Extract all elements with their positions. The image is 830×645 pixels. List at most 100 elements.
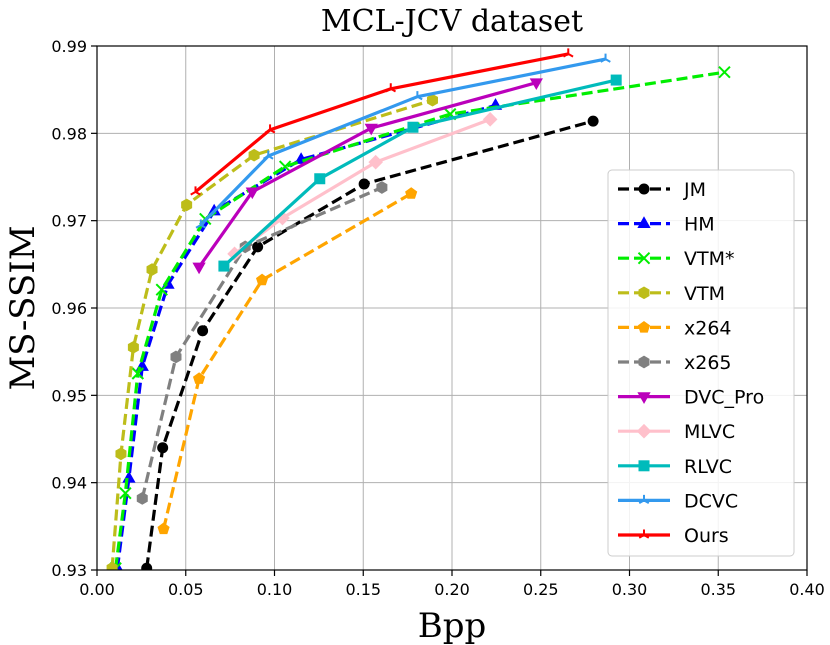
data-point-ours [562,48,574,58]
legend-swatch-marker [637,216,651,228]
legend-item-hm: HM [618,214,715,236]
legend-label: RLVC [684,456,732,478]
legend-label: DVC_Pro [684,387,764,409]
x-tick-label: 0.20 [434,580,470,599]
y-tick-label: 0.99 [51,37,87,56]
data-point-jm [197,325,209,337]
axis-ticks: 0.00 0.05 0.10 0.15 0.20 0.25 0.30 0.35 0.40 0.93… [51,37,824,599]
legend-item-ours: Ours [618,525,729,547]
data-point-dcvc [412,91,423,101]
y-tick-label: 0.97 [51,212,87,231]
series-ours [190,48,574,196]
legend-swatch-marker [638,183,650,195]
legend-label: DCVC [684,490,738,512]
legend-swatch-marker [638,286,650,300]
legend-swatch-marker [637,251,651,265]
legend-item-vtm: VTM [618,283,725,305]
x-tick-label: 0.30 [612,580,648,599]
y-tick-label: 0.98 [51,124,87,143]
data-point-dcvc [600,53,611,63]
series-line-x264 [162,192,413,530]
data-point-vtm [181,198,193,212]
legend-item-x265: x265 [618,352,732,374]
legend-label: VTM* [684,248,735,270]
x-tick-label: 0.25 [523,580,559,599]
series-dvc-pro [192,78,543,275]
data-point-vtm [127,340,139,354]
data-point-rlvc [610,74,622,86]
data-point-jm [587,115,599,127]
legend-swatch-marker [637,392,651,404]
legend-box [607,169,795,557]
legend-label: JM [683,179,706,201]
data-point-x265 [376,181,388,194]
legend-item-dvc-pro: DVC_Pro [618,387,764,409]
x-tick-label: 0.15 [345,580,381,599]
data-point-dvc-pro [529,78,543,91]
legend-swatch-marker [638,460,650,472]
series-line-dcvc [199,57,606,227]
data-point-dvc-pro [192,262,206,275]
y-tick-label: 0.93 [51,561,87,580]
legend-item-vtm: VTM* [618,248,735,270]
data-point-vtm [718,65,731,79]
data-point-x265 [170,350,182,364]
x-tick-label: 0.10 [257,580,293,599]
data-point-vtm [155,283,168,296]
legend-swatch-marker [638,355,650,369]
series-dcvc [195,53,611,229]
series-line-rlvc [222,78,617,268]
data-point-mlvc [368,154,383,170]
data-point-mlvc [482,112,498,127]
legend-item-dcvc: DCVC [618,490,738,512]
series-x265 [136,181,388,505]
data-point-vtm [426,93,438,107]
chart-title: MCL-JCV dataset [321,4,583,39]
data-point-jm [157,442,169,454]
data-point-vtm [115,447,127,461]
legend-label: Ours [684,525,729,547]
series-line-ours [194,52,569,194]
data-point-rlvc [314,173,326,185]
legend-swatch-marker [638,529,650,539]
legend-item-x264: x264 [618,317,732,339]
series-rlvc [218,74,622,272]
series-x264 [157,187,418,535]
data-point-dvc-pro [364,123,378,136]
data-point-x264 [157,522,170,535]
data-point-x264 [405,187,418,199]
series-line-vtm [114,70,725,569]
data-point-jm [252,241,264,253]
data-point-rlvc [218,260,230,272]
data-point-vtm [106,561,118,570]
data-point-vtm [278,160,292,173]
data-point-jm [358,178,370,190]
series-jm [141,115,599,570]
legend-label: x264 [684,317,732,339]
data-point-vtm [119,486,132,500]
legend-swatch-marker [637,321,651,333]
legend-item-jm: JM [618,179,706,201]
data-point-vtm [131,367,145,380]
series-vtm [106,93,438,570]
data-point-vtm [248,148,260,162]
legend-swatch-marker [636,423,652,439]
legend-label: MLVC [684,421,735,443]
y-axis-label: MS-SSIM [3,225,43,390]
data-point-x264 [255,273,269,286]
series-group [106,48,731,570]
data-point-x264 [192,372,206,384]
series-line-jm [145,119,594,569]
x-tick-label: 0.00 [79,580,115,599]
series-line-dvc-pro [197,81,537,268]
data-point-ours [264,124,276,134]
y-tick-label: 0.94 [51,474,87,493]
data-point-rlvc [407,121,419,133]
x-tick-label: 0.35 [700,580,736,599]
legend-item-rlvc: RLVC [618,456,732,478]
legend: JM HM VTM* VTM x264 x265 DVC_Pro MLVC RLVC DCVC Ou… [607,169,795,557]
x-tick-label: 0.05 [168,580,204,599]
data-point-dcvc [263,150,274,160]
series-line-x265 [140,186,383,499]
data-point-ours [385,83,397,93]
